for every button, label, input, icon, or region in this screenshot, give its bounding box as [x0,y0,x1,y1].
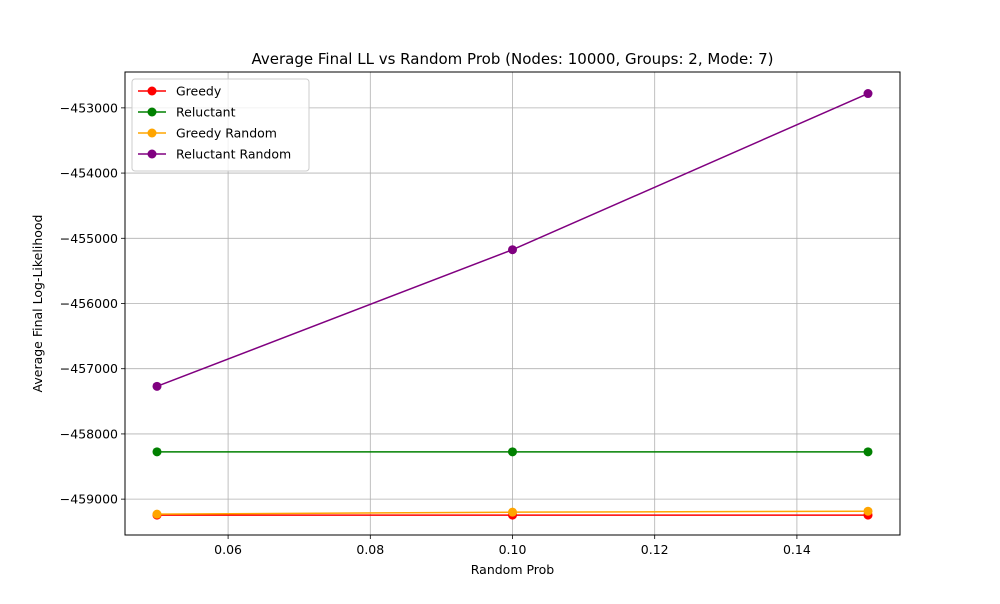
legend-box [131,78,310,172]
y-axis-label: Average Final Log-Likelihood [30,215,45,393]
x-tick-label: 0.10 [499,542,527,557]
x-axis-label: Random Prob [471,562,555,577]
x-tick-label: 0.14 [783,542,811,557]
data-point-reluctant-random [508,245,517,255]
y-tick-label: −459000 [60,492,118,507]
chart-title: Average Final LL vs Random Prob (Nodes: … [252,50,774,68]
axis-ticks: 0.06 0.08 0.10 0.12 0.14 −453000 −454000 −45500… [60,100,811,557]
legend-marker-reluctant [147,107,157,117]
data-point-reluctant [508,447,517,457]
legend: Greedy Reluctant Greedy Random Reluctant Ra… [131,78,310,172]
y-tick-label: −458000 [60,426,118,441]
y-tick-label: −453000 [60,100,118,115]
legend-label-reluctant-random: Reluctant Random [176,147,291,162]
y-tick-label: −454000 [60,166,118,181]
legend-marker-greedy [147,86,157,96]
legend-marker-reluctant-random [147,149,157,159]
data-point-reluctant [863,447,873,457]
x-tick-label: 0.08 [356,542,384,557]
x-tick-label: 0.12 [641,542,669,557]
legend-marker-greedy-random [147,128,157,138]
legend-label-greedy-random: Greedy Random [176,126,277,141]
legend-label-greedy: Greedy [176,84,222,99]
series-lines [152,89,873,520]
y-tick-label: −457000 [60,361,118,376]
y-tick-label: −456000 [60,296,118,311]
data-point-greedy-random [152,509,162,519]
data-point-reluctant-random [152,381,162,391]
data-point-reluctant [152,447,162,457]
data-point-greedy-random [863,506,873,516]
x-tick-label: 0.06 [214,542,242,557]
data-point-reluctant-random [863,89,873,99]
data-point-greedy-random [508,507,517,517]
legend-label-reluctant: Reluctant [176,105,236,120]
y-tick-label: −455000 [60,231,118,246]
